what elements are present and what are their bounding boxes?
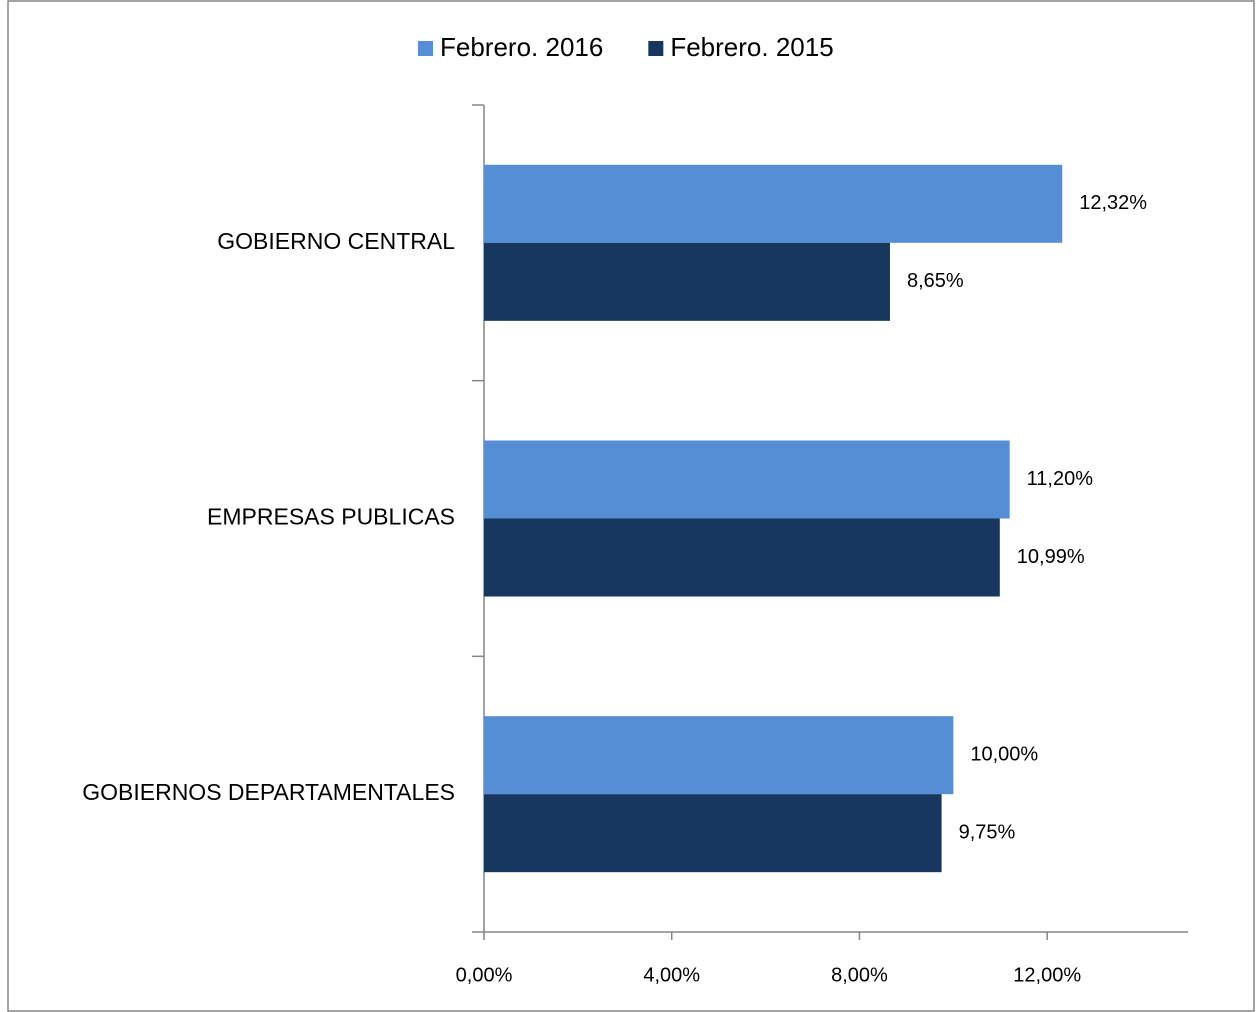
category-label: GOBIERNOS DEPARTAMENTALES — [82, 779, 455, 805]
bar — [484, 716, 954, 795]
legend-label: Febrero. 2016 — [440, 32, 603, 62]
bar — [484, 164, 1063, 243]
category-label: EMPRESAS PUBLICAS — [207, 504, 455, 530]
value-label: 8,65% — [907, 270, 964, 292]
bar — [484, 794, 942, 873]
value-label: 9,75% — [959, 821, 1016, 843]
value-label: 10,99% — [1017, 546, 1085, 568]
value-label: 12,32% — [1079, 192, 1147, 214]
x-tick-label: 8,00% — [831, 964, 888, 986]
bar — [484, 242, 890, 321]
value-label: 11,20% — [1027, 468, 1094, 490]
x-tick-label: 0,00% — [456, 964, 513, 986]
bar — [484, 518, 1000, 597]
legend-label: Febrero. 2015 — [670, 32, 833, 62]
x-tick-label: 12,00% — [1013, 964, 1081, 986]
value-label: 10,00% — [970, 743, 1038, 765]
legend-swatch — [418, 41, 433, 56]
x-tick-label: 4,00% — [643, 964, 700, 986]
category-label: GOBIERNO CENTRAL — [217, 228, 455, 254]
legend-swatch — [648, 41, 664, 56]
bar — [484, 440, 1010, 519]
